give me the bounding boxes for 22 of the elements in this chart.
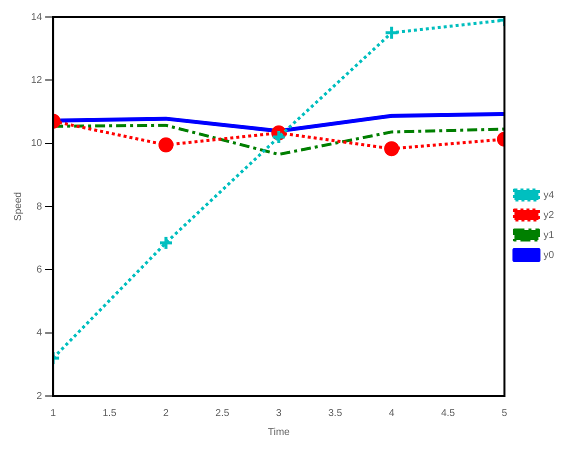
- y-tick-label: 6: [36, 264, 43, 276]
- legend-label: y1: [543, 230, 554, 241]
- x-tick-label: 1: [50, 408, 56, 419]
- x-axis-title: Time: [268, 426, 290, 438]
- y-tick-label: 12: [31, 74, 43, 86]
- y-tick-label: 8: [36, 201, 43, 212]
- x-tick-label: 3: [276, 408, 282, 419]
- y-tick-label: 14: [31, 12, 43, 23]
- x-tick-label: 4: [388, 408, 395, 419]
- x-tick-label: 3.5: [328, 408, 343, 419]
- legend-label: y2: [543, 210, 554, 221]
- legend-label: y0: [543, 250, 554, 261]
- legend-label: y4: [543, 190, 554, 201]
- x-tick-label: 4.5: [441, 408, 456, 419]
- y-tick-label: 2: [36, 390, 43, 402]
- x-tick-label: 1.5: [102, 408, 117, 419]
- x-tick-label: 2: [163, 408, 170, 419]
- x-tick-label: 5: [502, 408, 508, 419]
- y-tick-label: 10: [31, 138, 43, 150]
- y-tick-label: 4: [36, 328, 43, 339]
- y-axis-title: Speed: [12, 192, 24, 221]
- x-tick-label: 2.5: [215, 408, 230, 419]
